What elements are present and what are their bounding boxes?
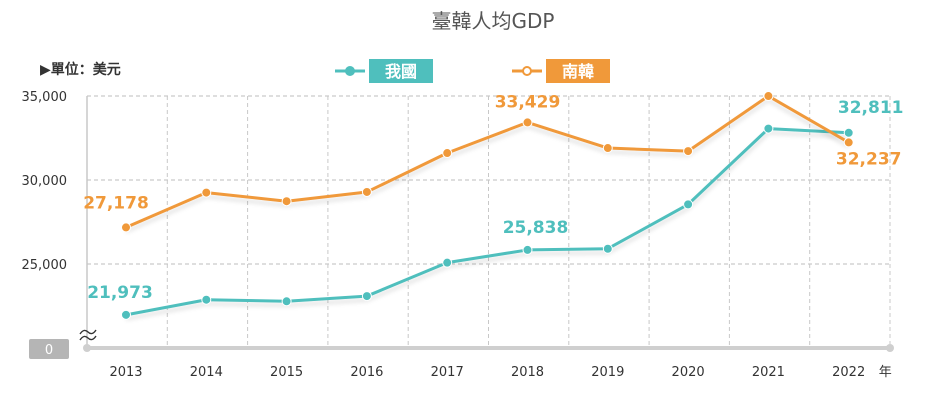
y-tick-label: 35,000 [22, 90, 68, 105]
x-tick-label: 2017 [431, 365, 464, 380]
legend-item: 我國 [335, 59, 433, 83]
data-label: 25,838 [503, 218, 569, 238]
x-tick-label: 2021 [752, 365, 785, 380]
data-label: 27,178 [83, 193, 149, 213]
x-tick-label: 2018 [511, 365, 544, 380]
data-label: 33,429 [495, 92, 561, 112]
data-label: 32,237 [836, 149, 902, 169]
x-tick-label: 2014 [190, 365, 223, 380]
data-point [522, 244, 533, 255]
data-point [201, 187, 212, 198]
y-zero-label: 0 [45, 343, 53, 358]
data-point [602, 243, 613, 254]
legend-item: 南韓 [512, 59, 610, 83]
series-line [125, 127, 849, 317]
data-point [442, 257, 453, 268]
data-point [683, 199, 694, 210]
axis-break-icon [79, 329, 97, 341]
y-tick-label: 25,000 [22, 258, 68, 273]
data-point [843, 127, 854, 138]
data-point [763, 123, 774, 134]
unit-label: ▶單位：美元 [40, 61, 121, 78]
legend-box [546, 59, 610, 83]
gridlines [79, 95, 894, 352]
x-tick-label: 2013 [109, 365, 142, 380]
legend-label: 南韓 [562, 62, 594, 81]
data-point [121, 309, 131, 320]
data-labels: 21,973 25,838 32,811 27,178 33,429 32,237 [83, 92, 903, 302]
x-unit-label: 年 [879, 365, 892, 380]
x-tick-label: 2020 [672, 365, 705, 380]
legend: 我國 南韓 [335, 59, 610, 83]
data-point [602, 143, 613, 154]
x-tick-label: 2016 [350, 365, 383, 380]
data-point [522, 117, 533, 128]
x-tick-label: 2019 [591, 365, 624, 380]
data-point [281, 196, 292, 207]
legend-label: 我國 [385, 62, 417, 81]
legend-box [369, 59, 433, 83]
series-line [125, 94, 850, 229]
data-point [121, 222, 131, 233]
data-label: 21,973 [87, 283, 153, 303]
x-tick-label: 2015 [270, 365, 303, 380]
series-lines [121, 91, 854, 320]
data-point [843, 137, 854, 148]
zero-badge [29, 339, 69, 359]
y-tick-label: 30,000 [22, 174, 68, 189]
axis-end-dot [83, 344, 91, 352]
data-point [763, 91, 774, 102]
x-tick-label: 2022 [832, 365, 865, 380]
data-point [361, 186, 372, 197]
data-point [201, 294, 212, 305]
legend-marker [345, 66, 355, 76]
data-point [281, 296, 292, 307]
axis-end-dot [886, 344, 894, 352]
y-axis: 25,000 30,000 35,000 0 [22, 90, 69, 359]
data-point [361, 291, 372, 302]
chart-title: 臺韓人均GDP [432, 9, 555, 33]
data-label: 32,811 [838, 98, 904, 118]
data-point [683, 146, 694, 157]
data-point [442, 148, 453, 159]
x-axis: 2013 2014 2015 2016 2017 2018 2019 2020 2021 2022… [109, 365, 891, 380]
legend-marker [522, 66, 532, 76]
